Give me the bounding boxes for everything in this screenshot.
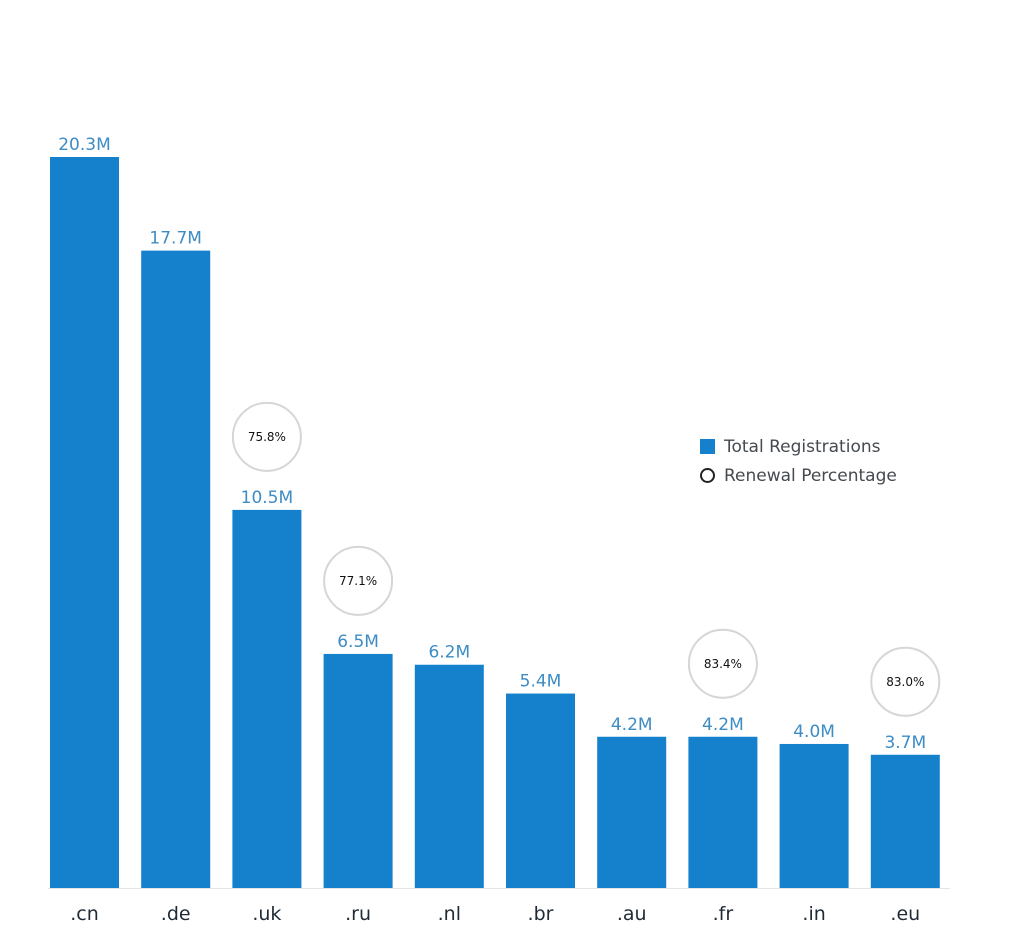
x-tick-label: .fr [713, 903, 734, 925]
x-tick-label: .in [802, 903, 825, 925]
bar-value-label: 10.5M [241, 488, 294, 508]
bar-value-label: 20.3M [58, 135, 111, 155]
legend-label-total-registrations: Total Registrations [724, 436, 881, 457]
bar-ru [323, 653, 393, 888]
legend: Total Registrations Renewal Percentage [700, 432, 897, 490]
bar-value-label: 5.4M [520, 672, 562, 692]
x-tick-label: .br [528, 903, 554, 925]
x-tick-label: .uk [252, 903, 281, 925]
renewal-percentage-label: 77.1% [339, 574, 377, 588]
bar-value-label: 4.0M [793, 722, 835, 742]
x-tick-label: .ru [345, 903, 371, 925]
legend-item-total-registrations: Total Registrations [700, 432, 897, 461]
legend-swatch-circle [700, 468, 715, 483]
bar-fr [688, 736, 758, 888]
x-tick-label: .nl [438, 903, 461, 925]
bar-au [597, 736, 667, 888]
renewal-circle [687, 628, 758, 699]
renewal-percentage-label: 83.0% [886, 675, 924, 689]
legend-item-renewal-percentage: Renewal Percentage [700, 461, 897, 490]
bar-value-label: 6.5M [337, 632, 379, 652]
bar-value-label: 4.2M [702, 715, 744, 735]
bar-in [779, 743, 849, 888]
renewal-circle [323, 545, 394, 616]
bar-cn [50, 157, 119, 888]
bar-eu [870, 754, 940, 888]
renewal-circle [231, 401, 302, 472]
bar-de [141, 250, 211, 888]
bar-value-label: 4.2M [611, 715, 653, 735]
bar-uk [232, 509, 302, 888]
renewal-percentage-label: 75.8% [248, 430, 286, 444]
bar-br [506, 693, 575, 888]
bar-value-label: 6.2M [428, 643, 470, 663]
renewal-circle [870, 646, 941, 717]
bar-value-label: 17.7M [149, 229, 202, 249]
x-tick-label: .de [161, 903, 191, 925]
legend-swatch-bar [700, 439, 715, 454]
bar-nl [414, 664, 484, 888]
legend-label-renewal-percentage: Renewal Percentage [724, 465, 897, 486]
bar-value-label: 3.7M [884, 733, 926, 753]
x-tick-label: .au [617, 903, 647, 925]
renewal-percentage-label: 83.4% [704, 657, 742, 671]
x-tick-label: .eu [890, 903, 920, 925]
x-tick-label: .cn [70, 903, 99, 925]
